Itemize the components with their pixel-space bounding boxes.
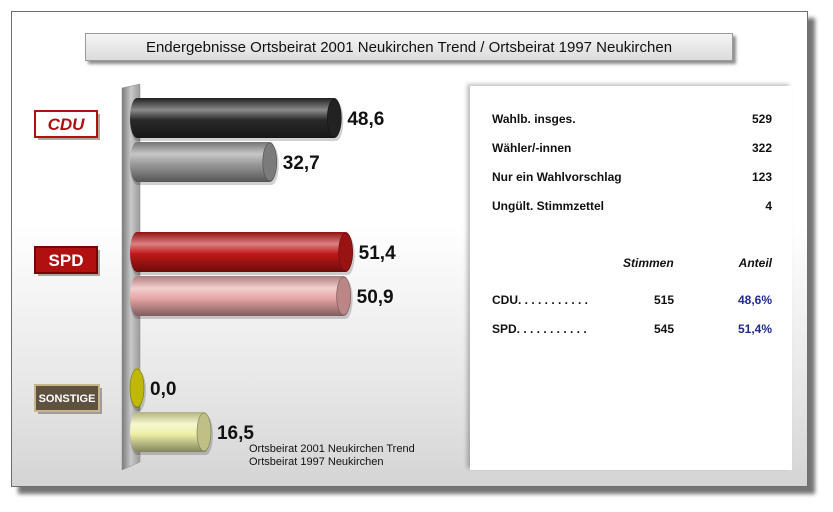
result-party: SPD. . . . . . . . . . . [492,322,587,336]
stat-value: 529 [751,112,772,126]
chart-title-box: Endergebnisse Ortsbeirat 2001 Neukirchen… [85,33,733,61]
data-label: 16,5 [217,423,254,444]
bar-end-cap [129,368,145,408]
stat-value: 322 [751,141,772,155]
votes-header: Stimmen [623,256,674,270]
stat-label: Ungült. Stimmzettel [492,199,605,213]
legend-entry: Ortsbeirat 1997 Neukirchen [249,456,384,468]
result-share: 48,6% [737,293,772,307]
chart-title: Endergebnisse Ortsbeirat 2001 Neukirchen… [145,38,673,56]
data-label: 50,9 [357,287,394,308]
cdu-logo-icon [34,110,98,138]
data-label: 51,4 [359,243,396,264]
bar-spd-2001 [130,232,353,272]
bar-end-cap [196,412,212,452]
result-row-spd: SPD. . . . . . . . . . . 545 51,4% [492,322,772,336]
bar-end-cap [338,232,353,272]
bar-sonstige-1997 [130,412,211,452]
stat-row-ungueltig: Ungült. Stimmzettel 4 [492,199,772,213]
stat-label: Nur ein Wahlvorschlag [492,170,622,184]
bar-end-cap [262,142,278,182]
statistics-panel: Wahlb. insges. 529 Wähler/-innen 322 Nur… [470,86,792,470]
result-row-cdu: CDU. . . . . . . . . . . 515 48,6% [492,293,772,307]
legend-entry: Ortsbeirat 2001 Neukirchen Trend [249,443,415,455]
stat-row-waehler: Wähler/-innen 322 [492,141,772,155]
stat-row-wahlvorschlag: Nur ein Wahlvorschlag 123 [492,170,772,184]
bar-cdu-1997 [130,142,277,182]
bar-end-cap [327,98,342,138]
result-share: 51,4% [737,322,772,336]
result-votes: 515 [654,293,675,307]
data-label: 32,7 [283,153,320,174]
bar-spd-1997 [130,276,351,316]
bar-end-cap [336,276,351,316]
stat-value: 123 [751,170,772,184]
result-party: CDU. . . . . . . . . . . [492,293,589,307]
result-votes: 545 [654,322,675,336]
sonstige-logo-icon [34,384,100,412]
share-header: Anteil [738,256,772,270]
party-logo-label: SONSTIGE [39,393,96,405]
stat-label: Wähler/-innen [492,141,572,155]
stat-row-wahlberechtigte: Wahlb. insges. 529 [492,112,772,126]
party-logo-label: SPD [49,251,84,270]
party-logo-label: CDU [48,115,86,134]
stat-label: Wahlb. insges. [492,112,576,126]
data-label: 48,6 [347,109,384,130]
data-label: 0,0 [150,379,176,400]
bar-cdu-2001 [130,98,342,138]
stat-value: 4 [765,199,772,213]
spd-logo-icon [34,246,98,274]
